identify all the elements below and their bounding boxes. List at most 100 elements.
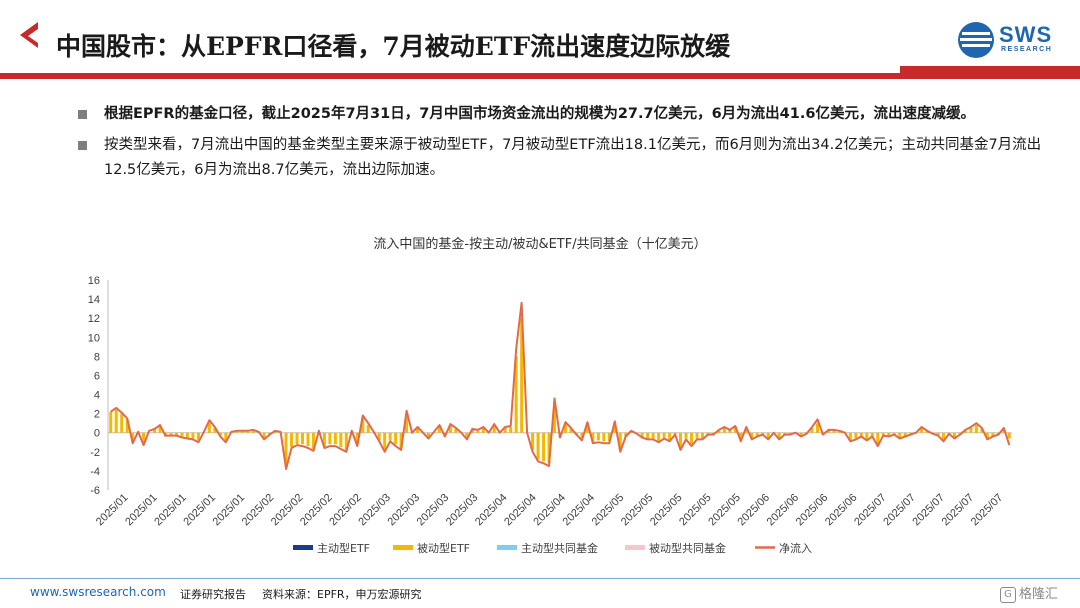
y-tick-label: 6 [94, 370, 100, 382]
bar-被动型ETF [388, 432, 392, 441]
chart-title: 流入中国的基金-按主动/被动&ETF/共同基金（十亿美元） [373, 237, 707, 252]
bar-被动型ETF [854, 432, 858, 439]
bar-被动型ETF [361, 417, 365, 433]
bar-被动型ETF [514, 356, 518, 433]
bar-被动型ETF [668, 432, 672, 441]
bar-被动型ETF [815, 423, 820, 433]
bar-被动型ETF [985, 432, 989, 439]
title-arrow-inner [28, 29, 38, 43]
bar-被动型ETF [224, 432, 228, 441]
bar-被动型ETF [180, 432, 184, 437]
bar-被动型ETF [531, 432, 535, 450]
legend-label: 净流入 [779, 541, 812, 555]
bar-被动型ETF [158, 426, 162, 433]
bar-被动型ETF [366, 425, 370, 433]
page-title: 中国股市：从EPFR口径看，7月被动ETF流出速度边际放缓 [56, 32, 731, 61]
bar-被动型ETF [980, 428, 984, 433]
bar-被动型ETF [629, 431, 633, 433]
bar-被动型ETF [739, 432, 743, 441]
bullet-text: 根据EPFR的基金口径，截止2025年7月31日，7月中国市场资金流出的规模为2… [104, 106, 975, 122]
bar-被动型ETF [185, 432, 189, 438]
bar-被动型ETF [328, 432, 332, 445]
bar-被动型ETF [196, 432, 200, 441]
bar-被动型ETF [142, 432, 146, 445]
y-tick-label: 0 [94, 428, 100, 440]
bar-被动型ETF [865, 432, 869, 440]
legend-label: 被动型共同基金 [649, 541, 726, 555]
bar-被动型ETF [503, 427, 507, 433]
y-tick-label: -4 [90, 466, 100, 478]
bar-被动型ETF [481, 427, 485, 433]
bar-被动型ETF [952, 432, 956, 438]
bar-被动型ETF [191, 432, 195, 439]
bar-被动型ETF [733, 427, 737, 433]
bar-被动型ETF [492, 425, 496, 433]
bar-被动型ETF [695, 432, 699, 439]
bar-被动型ETF [251, 430, 255, 433]
title-divider-accent [900, 66, 1080, 74]
bar-被动型ETF [547, 432, 551, 464]
bar-被动型ETF [131, 432, 135, 443]
bar-被动型ETF [777, 432, 781, 439]
bar-被动型ETF [963, 430, 967, 433]
legend-label: 主动型共同基金 [521, 541, 598, 555]
bar-被动型ETF [509, 427, 513, 433]
bar-被动型ETF [920, 427, 924, 433]
bar-被动型ETF [974, 425, 978, 433]
bullet-square-icon [78, 110, 87, 119]
title-divider [0, 73, 1080, 79]
bar-被动型ETF [799, 432, 803, 437]
bar-被动型ETF [470, 429, 474, 433]
bar-被动型ETF [114, 409, 118, 433]
bar-被动型ETF [284, 432, 288, 467]
bar-被动型ETF [169, 432, 173, 436]
legend-label: 被动型ETF [417, 541, 470, 555]
bar-被动型ETF [339, 432, 343, 448]
bullet-item: 根据EPFR的基金口径，截止2025年7月31日，7月中国市场资金流出的规模为2… [78, 102, 1058, 127]
bar-被动型ETF [437, 427, 441, 433]
bar-被动型ETF [898, 432, 902, 438]
footer-divider [0, 578, 1080, 579]
legend-label: 主动型ETF [317, 541, 370, 555]
bar-被动型ETF [651, 432, 655, 439]
watermark-logo-icon: G 格隆汇 [1000, 583, 1070, 603]
bar-被动型ETF [476, 430, 480, 433]
bar-被动型ETF [689, 432, 693, 445]
legend-swatch [497, 545, 517, 550]
bar-被动型ETF [766, 432, 770, 439]
bar-被动型ETF [618, 432, 622, 450]
bar-被动型ETF [109, 411, 113, 433]
legend-swatch [293, 545, 313, 550]
bar-被动型ETF [728, 429, 732, 433]
y-tick-label: 2 [94, 409, 100, 421]
bar-被动型ETF [657, 432, 661, 442]
bar-被动型ETF [207, 422, 211, 433]
footer-url-link[interactable]: www.swsresearch.com [30, 585, 166, 599]
bar-被动型ETF [240, 431, 244, 433]
y-tick-label: 14 [88, 294, 100, 306]
bar-被动型ETF [613, 423, 617, 433]
bar-被动型ETF [416, 427, 420, 433]
bar-被动型ETF [213, 427, 217, 433]
bar-被动型ETF [311, 432, 315, 449]
bar-被动型ETF [722, 427, 726, 433]
x-tick-label: 2025/07 [969, 492, 1006, 529]
bar-被动型ETF [585, 423, 589, 433]
logo-text: SWS [999, 22, 1053, 47]
bar-被动型ETF [333, 432, 337, 445]
bar-被动型ETF [290, 432, 294, 448]
bar-被动型ETF [520, 318, 524, 433]
bullet-item: 按类型来看，7月流出中国的基金类型主要来源于被动型ETF，7月被动型ETF流出1… [78, 133, 1058, 183]
bar-被动型ETF [553, 404, 557, 433]
bar-被动型ETF [717, 430, 721, 433]
bar-被动型ETF [870, 432, 874, 437]
bar-被动型ETF [640, 432, 644, 437]
bar-被动型ETF [448, 425, 452, 433]
logo-subtext: RESEARCH [1001, 46, 1053, 53]
bar-被动型ETF [755, 432, 759, 437]
bar-被动型ETF [881, 432, 885, 436]
bar-被动型ETF [355, 432, 359, 445]
footer-source: 资料来源：EPFR，申万宏源研究 [262, 588, 422, 601]
bar-被动型ETF [120, 413, 124, 433]
